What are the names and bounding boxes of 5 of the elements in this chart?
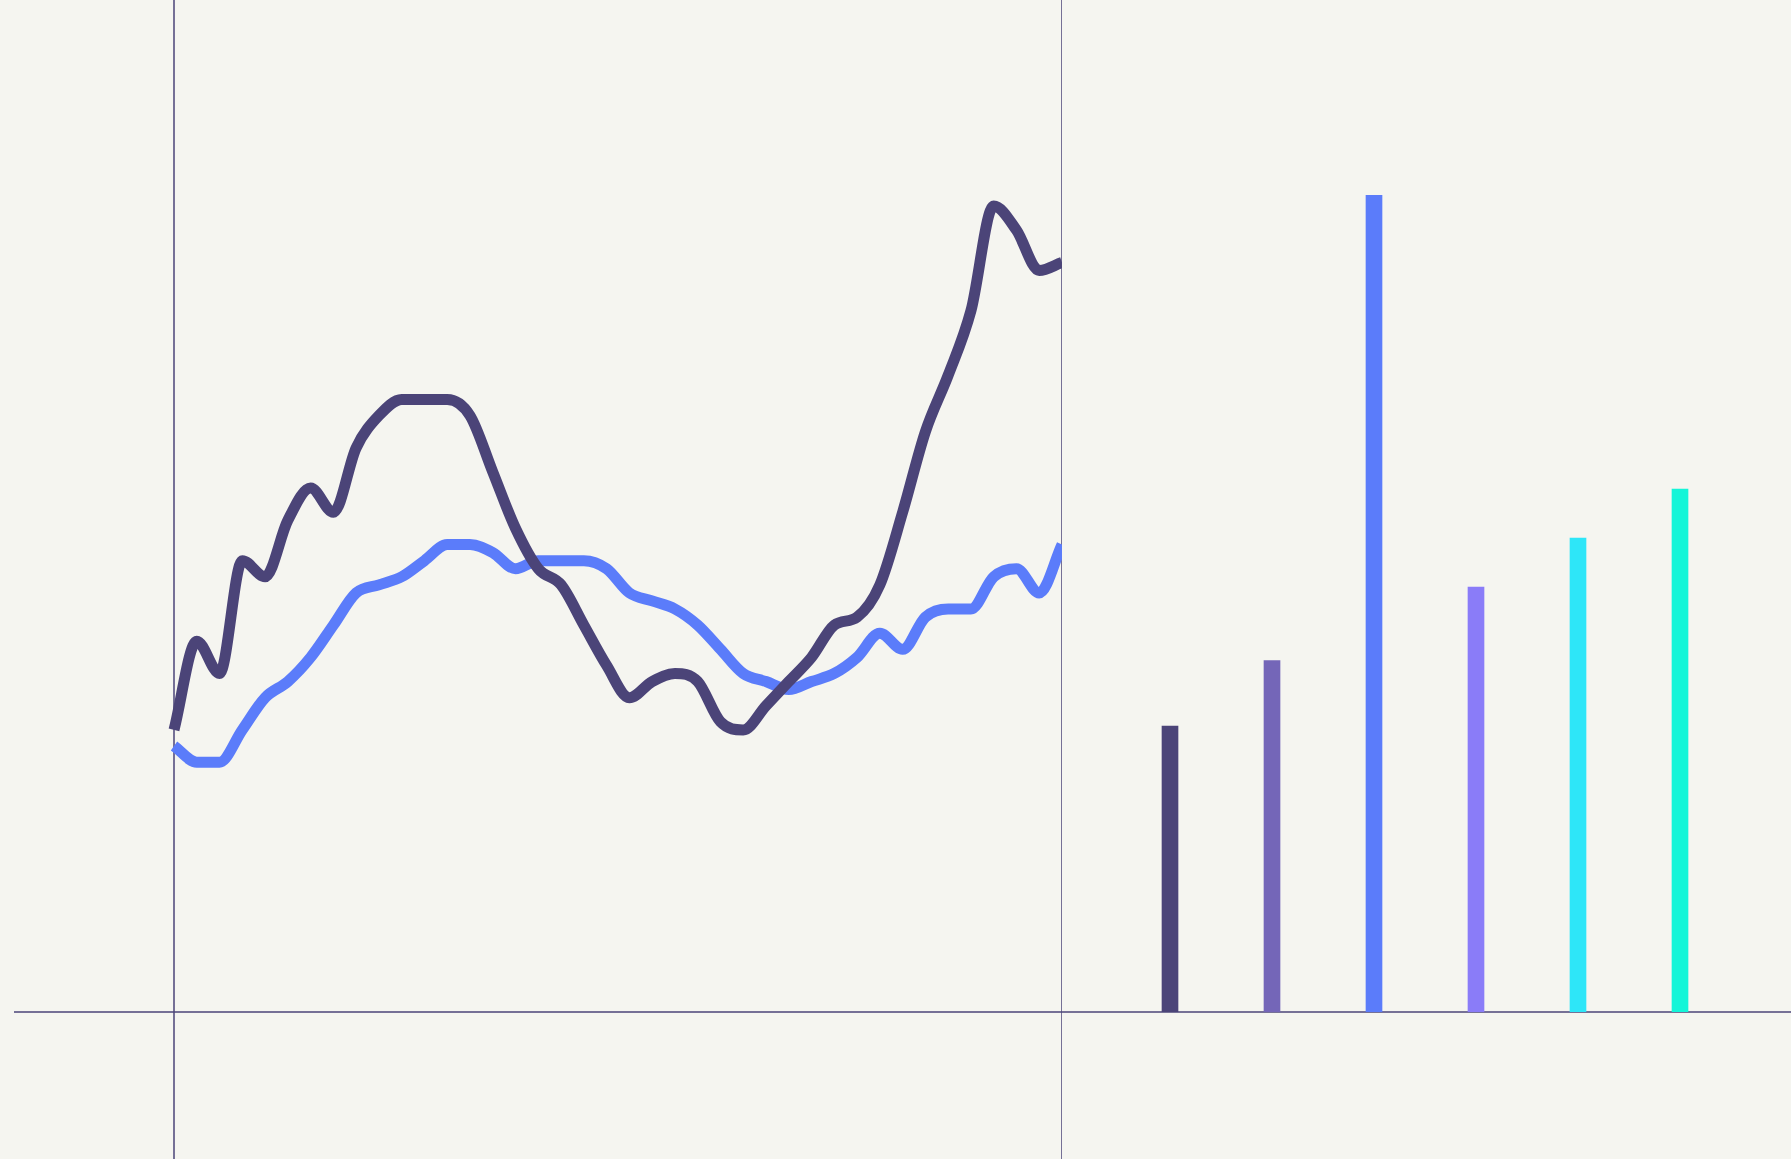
bar	[1263, 660, 1281, 1012]
bar	[1365, 195, 1383, 1012]
bar	[1569, 537, 1587, 1012]
bar	[1467, 586, 1485, 1012]
bar	[1671, 488, 1689, 1012]
